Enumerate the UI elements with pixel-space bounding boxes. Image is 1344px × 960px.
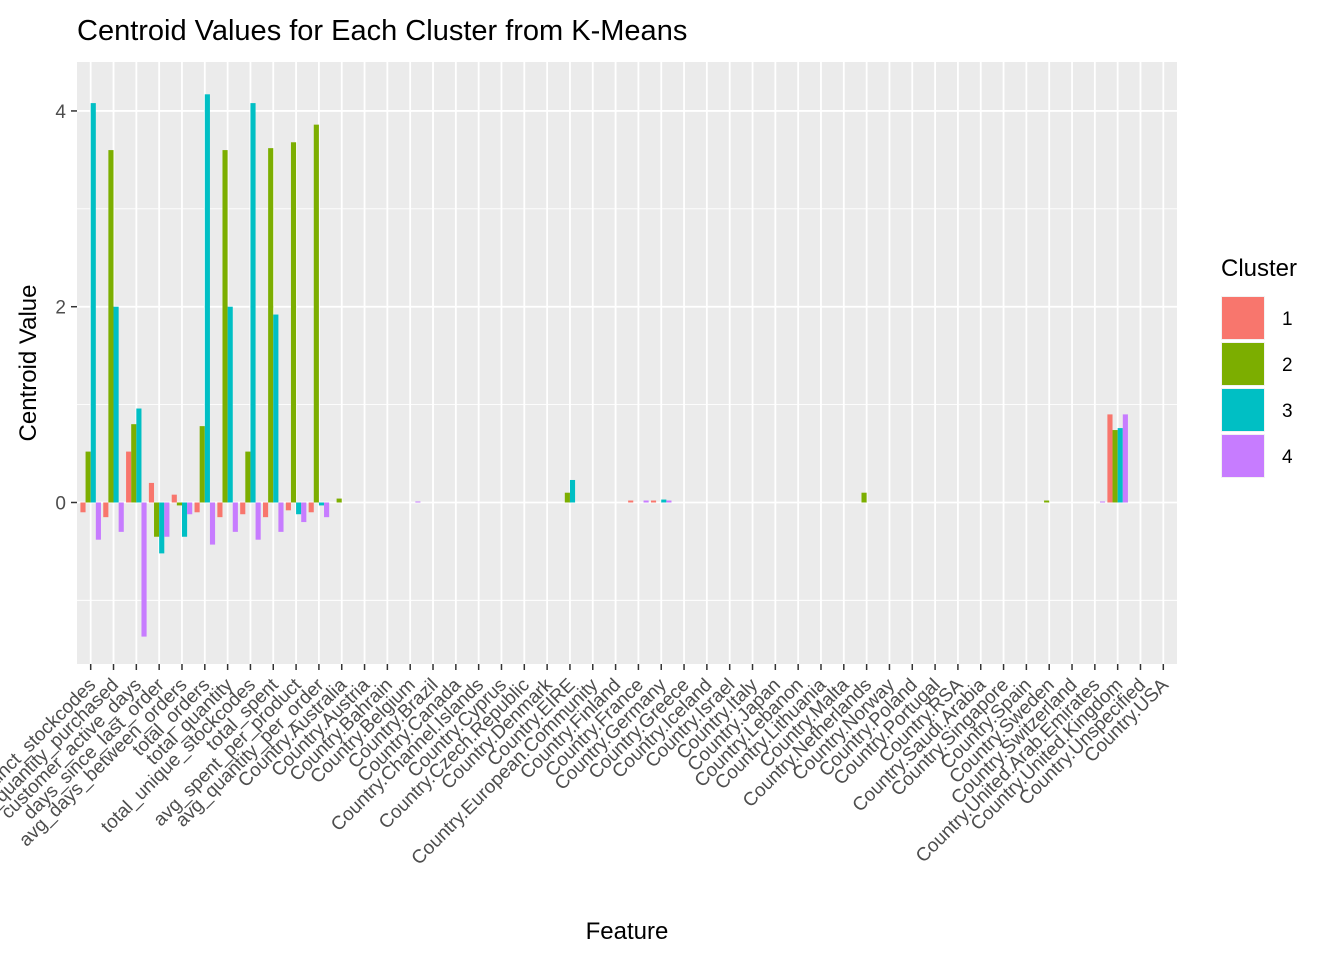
plot-panel: [77, 62, 1177, 664]
bar-cluster-3-customer_active_days: [136, 408, 142, 503]
y-tick-label: 2: [55, 298, 66, 319]
bar-cluster-3-days_since_last_order: [159, 502, 165, 554]
y-tick-label: 4: [55, 102, 66, 123]
grid-minor-y: [77, 208, 1177, 601]
bar-cluster-4-Country.France: [643, 500, 649, 503]
bar-cluster-1-total_spent: [262, 502, 269, 518]
bar-cluster-4-avg_quantity_purchased: [118, 502, 124, 532]
bar-cluster-3-avg_quantity_per_order: [318, 502, 325, 506]
bar-cluster-2-avg_days_between_orders: [176, 502, 182, 506]
bar-cluster-4-total_quantity: [232, 502, 238, 532]
bar-cluster-3-Country.United.Kingdom: [1117, 428, 1123, 503]
bar-cluster-4-Country.United.Arab.Emirates: [1099, 501, 1106, 503]
bar-cluster-4-total_spent: [278, 502, 284, 532]
bar-cluster-1-avg_spent_per_product: [285, 502, 291, 511]
bar-cluster-1-days_since_last_order: [148, 482, 155, 503]
legend-label-1: 1: [1282, 309, 1293, 330]
bar-cluster-4-avg_days_between_orders: [187, 502, 193, 515]
bar-cluster-2-avg_spent_per_product: [290, 142, 297, 503]
bar-cluster-4-avg_quantity_per_order: [324, 502, 330, 518]
bar-cluster-1-Country.United.Kingdom: [1107, 414, 1113, 503]
x-axis-title: Feature: [586, 918, 669, 945]
bar-cluster-2-days_since_last_order: [154, 502, 160, 537]
bar-cluster-1-Country.Germany: [650, 500, 657, 503]
bar-cluster-1-avg_days_between_orders: [171, 494, 177, 503]
bar-cluster-2-Country.EIRE: [564, 492, 570, 503]
bar-cluster-1-avg_quantity_per_order: [308, 502, 314, 513]
bar-cluster-3-distinct_stockcodes: [90, 103, 96, 503]
bar-cluster-4-avg_spent_per_product: [301, 502, 307, 523]
bar-cluster-4-customer_active_days: [141, 502, 147, 637]
bar-cluster-3-avg_spent_per_product: [296, 502, 302, 515]
bar-cluster-2-Country.Sweden: [1044, 500, 1050, 503]
bar-cluster-2-Country.United.Kingdom: [1112, 430, 1118, 503]
bar-cluster-2-Country.Australia: [336, 498, 342, 503]
bar-cluster-4-Country.Germany: [666, 500, 672, 503]
legend-label-2: 2: [1282, 355, 1293, 376]
legend-label-4: 4: [1282, 447, 1293, 468]
chart-title: Centroid Values for Each Cluster from K-…: [77, 15, 687, 47]
bar-cluster-4-total_orders: [209, 502, 216, 545]
legend-label-3: 3: [1282, 401, 1293, 422]
bar-cluster-2-avg_quantity_per_order: [313, 124, 319, 503]
bar-cluster-3-Country.Germany: [661, 499, 667, 503]
bar-cluster-4-total_unique_stockcodes: [255, 502, 261, 540]
legend-swatch-4: [1222, 435, 1264, 477]
y-axis-title: Centroid Value: [15, 285, 42, 442]
bar-cluster-3-total_spent: [273, 314, 279, 503]
legend-swatch-2: [1222, 343, 1264, 385]
bar-cluster-4-Country.Belgium: [415, 501, 421, 503]
bars: [80, 94, 1128, 637]
bar-cluster-2-distinct_stockcodes: [85, 451, 91, 503]
bar-cluster-4-Country.United.Kingdom: [1122, 414, 1128, 503]
bar-cluster-2-Country.Netherlands: [861, 492, 867, 503]
bar-cluster-1-total_orders: [194, 502, 200, 513]
bar-cluster-3-total_unique_stockcodes: [250, 103, 256, 503]
bar-cluster-3-avg_quantity_purchased: [113, 306, 119, 503]
legend-title: Cluster: [1221, 255, 1297, 282]
bar-cluster-1-Country.France: [628, 500, 634, 503]
bar-cluster-3-total_quantity: [227, 306, 233, 503]
bar-cluster-2-avg_quantity_purchased: [108, 150, 114, 503]
legend-swatch-1: [1222, 297, 1264, 339]
bar-cluster-3-total_orders: [204, 94, 210, 503]
bar-cluster-4-days_since_last_order: [164, 502, 170, 537]
bar-cluster-2-customer_active_days: [131, 424, 137, 503]
bar-cluster-1-total_quantity: [217, 502, 223, 518]
y-tick-label: 0: [55, 493, 66, 514]
bar-cluster-1-total_unique_stockcodes: [240, 502, 246, 515]
bar-cluster-4-distinct_stockcodes: [95, 502, 101, 540]
bar-cluster-3-Country.EIRE: [569, 479, 576, 503]
bar-cluster-2-total_spent: [268, 148, 274, 503]
x-axis: distinct_stockcodesavg_quantity_purchase…: [0, 664, 1173, 869]
bar-cluster-1-avg_quantity_purchased: [103, 502, 109, 518]
y-axis: 0 2 4: [55, 102, 77, 514]
legend: Cluster 1 2 3 4: [1221, 255, 1297, 478]
bar-cluster-3-avg_days_between_orders: [181, 502, 188, 537]
bar-cluster-2-total_unique_stockcodes: [245, 451, 251, 503]
bar-cluster-1-customer_active_days: [126, 451, 132, 503]
bar-cluster-2-total_quantity: [222, 150, 228, 503]
legend-swatch-3: [1222, 389, 1264, 431]
bar-cluster-1-distinct_stockcodes: [80, 502, 86, 513]
bar-cluster-2-total_orders: [199, 426, 205, 503]
